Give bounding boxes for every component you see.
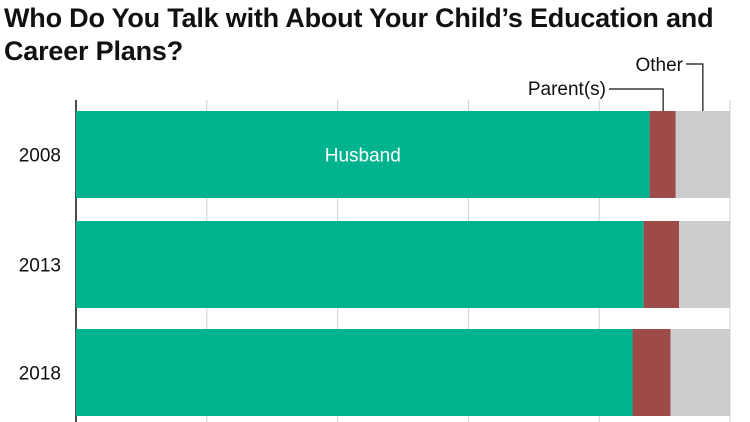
bar-husband-2013 — [76, 221, 644, 308]
series-label-husband: Husband — [325, 146, 401, 167]
legend: Parent(s) Other — [528, 55, 704, 111]
bar-other-2018 — [670, 329, 730, 416]
bar-other-2008 — [675, 111, 730, 198]
bar-parent-s-2018 — [632, 329, 671, 416]
bars — [76, 111, 730, 416]
legend-label-parents: Parent(s) — [528, 79, 606, 100]
category-label-2018: 2018 — [19, 364, 61, 385]
leader-line-parents — [609, 88, 664, 111]
category-labels: 2008 2013 2018 Husband — [19, 146, 401, 385]
category-label-2013: 2013 — [19, 256, 61, 277]
leader-line-other — [686, 63, 704, 111]
bar-husband-2018 — [76, 329, 633, 416]
bar-other-2013 — [678, 221, 730, 308]
category-label-2008: 2008 — [19, 146, 61, 167]
bar-husband-2008 — [76, 111, 650, 198]
legend-label-other: Other — [635, 55, 683, 76]
bar-parent-s-2008 — [649, 111, 676, 198]
bar-parent-s-2013 — [643, 221, 679, 308]
chart-title: Who Do You Talk with About Your Child’s … — [4, 3, 714, 66]
